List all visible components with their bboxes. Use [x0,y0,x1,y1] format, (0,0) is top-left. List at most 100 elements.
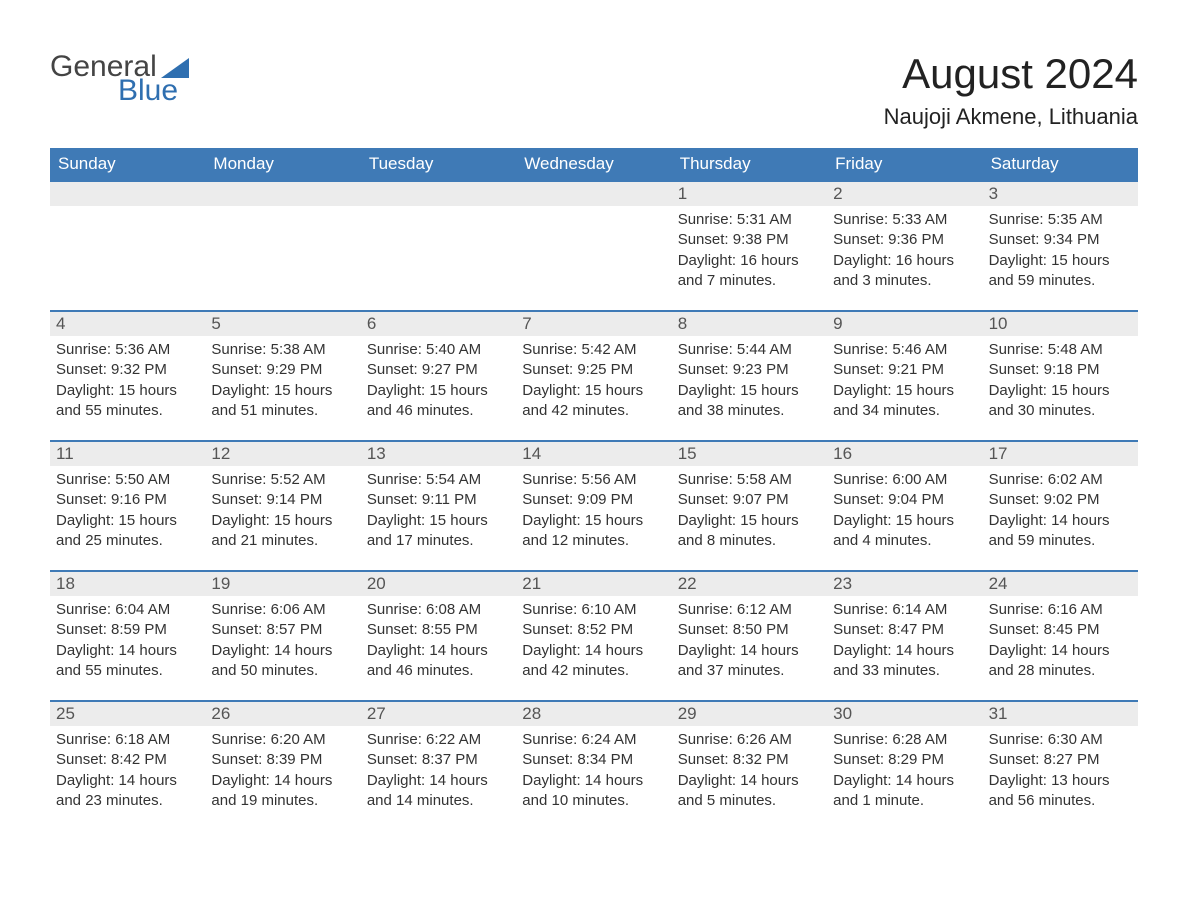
sunset-text: Sunset: 8:27 PM [989,750,1132,770]
daylight-text: Daylight: 14 hours and 55 minutes. [56,641,199,682]
sunset-text: Sunset: 9:21 PM [833,360,976,380]
dow-cell: Thursday [672,148,827,180]
day-number: 10 [983,312,1138,336]
day-body: Sunrise: 6:22 AMSunset: 8:37 PMDaylight:… [361,726,516,811]
day-cell: 8Sunrise: 5:44 AMSunset: 9:23 PMDaylight… [672,312,827,440]
daylight-text: Daylight: 14 hours and 1 minute. [833,771,976,812]
day-body: Sunrise: 5:46 AMSunset: 9:21 PMDaylight:… [827,336,982,421]
sunset-text: Sunset: 9:09 PM [522,490,665,510]
daylight-text: Daylight: 14 hours and 28 minutes. [989,641,1132,682]
sunset-text: Sunset: 9:25 PM [522,360,665,380]
location-label: Naujoji Akmene, Lithuania [884,104,1138,130]
day-number: 13 [361,442,516,466]
page-header: General Blue August 2024 Naujoji Akmene,… [50,50,1138,130]
day-number: 21 [516,572,671,596]
day-number: 27 [361,702,516,726]
dow-cell: Friday [827,148,982,180]
day-body: Sunrise: 6:28 AMSunset: 8:29 PMDaylight:… [827,726,982,811]
sunset-text: Sunset: 8:29 PM [833,750,976,770]
day-cell: 19Sunrise: 6:06 AMSunset: 8:57 PMDayligh… [205,572,360,700]
day-cell: 28Sunrise: 6:24 AMSunset: 8:34 PMDayligh… [516,702,671,830]
sunset-text: Sunset: 8:59 PM [56,620,199,640]
day-number: 11 [50,442,205,466]
dow-cell: Sunday [50,148,205,180]
day-body: Sunrise: 5:54 AMSunset: 9:11 PMDaylight:… [361,466,516,551]
sunrise-text: Sunrise: 5:44 AM [678,340,821,360]
daylight-text: Daylight: 14 hours and 10 minutes. [522,771,665,812]
week-row: 4Sunrise: 5:36 AMSunset: 9:32 PMDaylight… [50,310,1138,440]
day-number: 25 [50,702,205,726]
sunrise-text: Sunrise: 5:46 AM [833,340,976,360]
sunrise-text: Sunrise: 5:52 AM [211,470,354,490]
day-cell: 22Sunrise: 6:12 AMSunset: 8:50 PMDayligh… [672,572,827,700]
blank-day-header [361,182,516,206]
day-number: 6 [361,312,516,336]
daylight-text: Daylight: 14 hours and 23 minutes. [56,771,199,812]
sunset-text: Sunset: 9:04 PM [833,490,976,510]
sunset-text: Sunset: 8:37 PM [367,750,510,770]
day-cell: 26Sunrise: 6:20 AMSunset: 8:39 PMDayligh… [205,702,360,830]
sunrise-text: Sunrise: 6:10 AM [522,600,665,620]
day-number: 24 [983,572,1138,596]
sunrise-text: Sunrise: 6:24 AM [522,730,665,750]
sunrise-text: Sunrise: 5:58 AM [678,470,821,490]
sunrise-text: Sunrise: 5:35 AM [989,210,1132,230]
sunset-text: Sunset: 9:07 PM [678,490,821,510]
sunset-text: Sunset: 9:11 PM [367,490,510,510]
day-body: Sunrise: 6:26 AMSunset: 8:32 PMDaylight:… [672,726,827,811]
day-body: Sunrise: 5:38 AMSunset: 9:29 PMDaylight:… [205,336,360,421]
sunrise-text: Sunrise: 5:33 AM [833,210,976,230]
sunset-text: Sunset: 8:57 PM [211,620,354,640]
day-body: Sunrise: 6:12 AMSunset: 8:50 PMDaylight:… [672,596,827,681]
sunrise-text: Sunrise: 6:14 AM [833,600,976,620]
day-cell: 27Sunrise: 6:22 AMSunset: 8:37 PMDayligh… [361,702,516,830]
sunrise-text: Sunrise: 6:28 AM [833,730,976,750]
sunrise-text: Sunrise: 6:12 AM [678,600,821,620]
day-cell: 9Sunrise: 5:46 AMSunset: 9:21 PMDaylight… [827,312,982,440]
blank-day-header [205,182,360,206]
sunset-text: Sunset: 9:16 PM [56,490,199,510]
day-cell: 1Sunrise: 5:31 AMSunset: 9:38 PMDaylight… [672,182,827,310]
day-cell: 3Sunrise: 5:35 AMSunset: 9:34 PMDaylight… [983,182,1138,310]
day-number: 31 [983,702,1138,726]
day-number: 5 [205,312,360,336]
weeks-container: 1Sunrise: 5:31 AMSunset: 9:38 PMDaylight… [50,180,1138,830]
day-number: 22 [672,572,827,596]
daylight-text: Daylight: 15 hours and 38 minutes. [678,381,821,422]
day-cell [50,182,205,310]
daylight-text: Daylight: 15 hours and 46 minutes. [367,381,510,422]
sunset-text: Sunset: 8:42 PM [56,750,199,770]
sunrise-text: Sunrise: 6:20 AM [211,730,354,750]
day-cell: 31Sunrise: 6:30 AMSunset: 8:27 PMDayligh… [983,702,1138,830]
day-cell: 29Sunrise: 6:26 AMSunset: 8:32 PMDayligh… [672,702,827,830]
day-number: 17 [983,442,1138,466]
day-number: 9 [827,312,982,336]
day-body: Sunrise: 5:36 AMSunset: 9:32 PMDaylight:… [50,336,205,421]
day-body: Sunrise: 6:30 AMSunset: 8:27 PMDaylight:… [983,726,1138,811]
day-cell: 11Sunrise: 5:50 AMSunset: 9:16 PMDayligh… [50,442,205,570]
sunset-text: Sunset: 8:47 PM [833,620,976,640]
sunrise-text: Sunrise: 6:26 AM [678,730,821,750]
sunset-text: Sunset: 8:52 PM [522,620,665,640]
day-cell: 6Sunrise: 5:40 AMSunset: 9:27 PMDaylight… [361,312,516,440]
day-body: Sunrise: 5:35 AMSunset: 9:34 PMDaylight:… [983,206,1138,291]
brand-word2: Blue [118,74,178,108]
sunrise-text: Sunrise: 5:48 AM [989,340,1132,360]
day-number: 16 [827,442,982,466]
sunrise-text: Sunrise: 6:22 AM [367,730,510,750]
day-number: 28 [516,702,671,726]
sunset-text: Sunset: 9:14 PM [211,490,354,510]
sunset-text: Sunset: 8:32 PM [678,750,821,770]
sunrise-text: Sunrise: 5:31 AM [678,210,821,230]
dow-cell: Wednesday [516,148,671,180]
day-cell: 14Sunrise: 5:56 AMSunset: 9:09 PMDayligh… [516,442,671,570]
sunset-text: Sunset: 8:50 PM [678,620,821,640]
day-body: Sunrise: 6:16 AMSunset: 8:45 PMDaylight:… [983,596,1138,681]
day-cell: 2Sunrise: 5:33 AMSunset: 9:36 PMDaylight… [827,182,982,310]
week-row: 11Sunrise: 5:50 AMSunset: 9:16 PMDayligh… [50,440,1138,570]
day-cell: 4Sunrise: 5:36 AMSunset: 9:32 PMDaylight… [50,312,205,440]
day-cell: 7Sunrise: 5:42 AMSunset: 9:25 PMDaylight… [516,312,671,440]
day-number: 20 [361,572,516,596]
sunrise-text: Sunrise: 6:18 AM [56,730,199,750]
daylight-text: Daylight: 16 hours and 7 minutes. [678,251,821,292]
